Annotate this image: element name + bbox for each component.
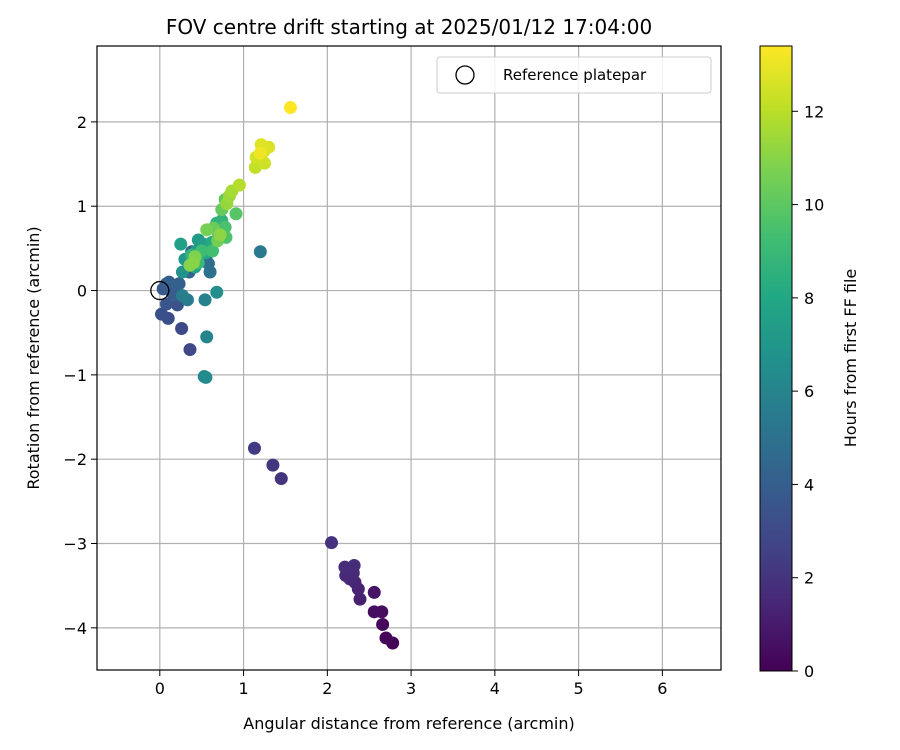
- data-point: [325, 536, 339, 550]
- data-point: [229, 207, 243, 221]
- plot-frame: [96, 45, 722, 671]
- x-tick-label: 6: [657, 679, 667, 698]
- data-point: [353, 592, 367, 606]
- data-point: [213, 228, 227, 242]
- data-point: [232, 178, 246, 192]
- x-tick-label: 2: [322, 679, 332, 698]
- y-tick-label: 0: [77, 282, 87, 301]
- data-point: [203, 265, 217, 279]
- x-tick-label: 5: [574, 679, 584, 698]
- y-axis-label: Rotation from reference (arcmin): [24, 226, 43, 489]
- y-tick-label: −1: [63, 366, 87, 385]
- colorbar-gradient: [759, 45, 793, 672]
- colorbar-tick-label: 4: [804, 475, 814, 494]
- y-tick-label: 2: [77, 113, 87, 132]
- data-point: [175, 321, 189, 335]
- chart-title: FOV centre drift starting at 2025/01/12 …: [166, 15, 652, 39]
- colorbar-tick-label: 12: [804, 102, 824, 121]
- data-point: [186, 256, 200, 270]
- legend: Reference platepar: [436, 56, 712, 94]
- colorbar-tick-label: 0: [804, 662, 814, 681]
- legend-box: [436, 56, 712, 94]
- data-point: [266, 458, 280, 472]
- legend-label-reference-platepar: Reference platepar: [503, 66, 647, 84]
- y-tick-label: −3: [63, 535, 87, 554]
- y-tick-label: −2: [63, 450, 87, 469]
- data-point: [174, 237, 188, 251]
- data-point: [247, 441, 261, 455]
- data-point: [253, 146, 267, 160]
- data-point: [172, 277, 186, 291]
- x-tick-label: 1: [238, 679, 248, 698]
- grid-lines: [97, 46, 721, 670]
- x-tick-label: 3: [406, 679, 416, 698]
- colorbar-label: Hours from first FF file: [841, 269, 860, 448]
- y-axis-ticks: −4 −3 −2 −1 0 1 2: [63, 113, 97, 638]
- data-point: [198, 293, 212, 307]
- data-point: [347, 558, 361, 572]
- data-point: [200, 223, 214, 237]
- data-points: [150, 101, 400, 650]
- x-tick-label: 4: [490, 679, 500, 698]
- data-point: [160, 297, 174, 311]
- colorbar-tick-label: 6: [804, 382, 814, 401]
- data-point: [367, 605, 381, 619]
- data-point: [162, 275, 176, 289]
- data-point: [283, 101, 297, 115]
- data-point: [210, 285, 224, 299]
- legend-reference-marker: [455, 65, 475, 85]
- colorbar-tick-label: 8: [804, 289, 814, 308]
- data-point: [206, 244, 220, 258]
- reference-platepar-marker: [150, 280, 170, 301]
- data-point: [199, 370, 213, 384]
- data-point: [376, 617, 390, 631]
- x-axis-ticks: 0 1 2 3 4 5 6: [155, 670, 667, 698]
- y-tick-label: −4: [63, 619, 87, 638]
- data-point: [367, 585, 381, 599]
- data-point: [200, 330, 214, 344]
- y-tick-label: 1: [77, 197, 87, 216]
- data-point: [379, 631, 393, 645]
- data-point: [274, 472, 288, 486]
- x-tick-label: 0: [155, 679, 165, 698]
- x-axis-label: Angular distance from reference (arcmin): [243, 714, 574, 733]
- colorbar: 0 2 4 6 8 10 12 Hours from first FF file: [759, 45, 860, 681]
- data-point: [253, 245, 267, 259]
- data-point: [175, 289, 189, 303]
- data-point: [183, 343, 197, 357]
- data-point: [154, 307, 168, 321]
- colorbar-tick-label: 10: [804, 196, 824, 215]
- colorbar-tick-label: 2: [804, 569, 814, 588]
- colorbar-ticks: 0 2 4 6 8 10 12: [792, 102, 824, 681]
